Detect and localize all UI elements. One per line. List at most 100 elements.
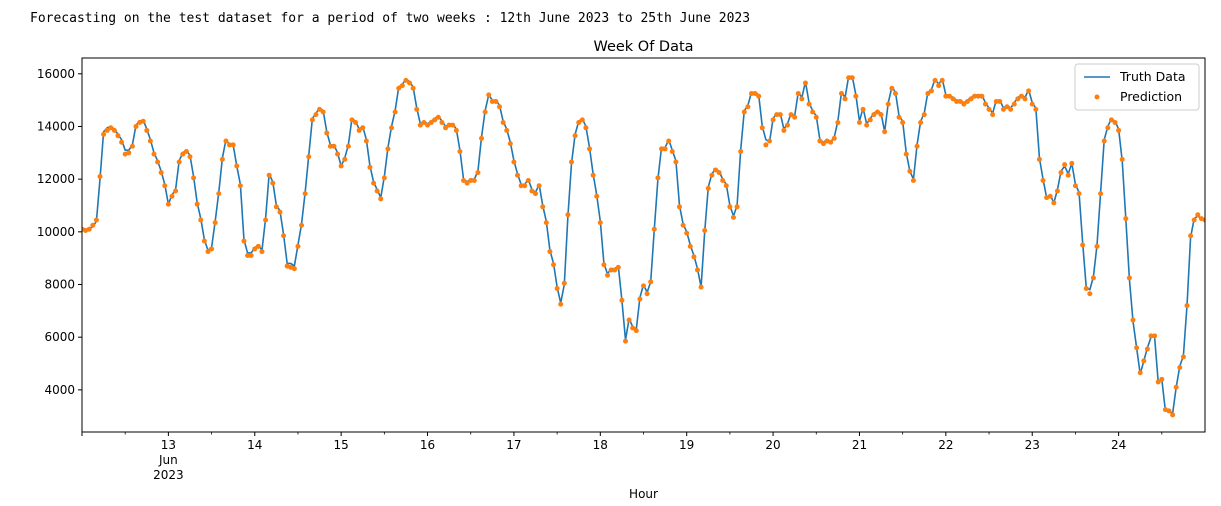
prediction-point [1029,101,1035,107]
prediction-point [676,204,682,210]
legend-box [1074,63,1200,111]
prediction-point [489,98,495,104]
prediction-point [723,183,729,189]
prediction-point [371,180,377,186]
prediction-point [712,167,718,173]
prediction-point [439,120,445,126]
prediction-point [896,114,902,120]
prediction-point [158,170,164,176]
prediction-point [1040,177,1046,183]
prediction-point [194,201,200,207]
prediction-point [745,104,751,110]
prediction-point [349,117,355,123]
prediction-point [270,180,276,186]
prediction-point [990,112,996,118]
prediction-point [209,246,215,252]
prediction-point [968,96,974,102]
prediction-point [781,127,787,133]
prediction-point [381,175,387,181]
prediction-point [133,123,139,129]
prediction-point [248,253,254,259]
prediction-point [565,212,571,218]
prediction-point [219,156,225,162]
prediction-point [475,170,481,176]
x-tick-label: 15 [334,438,349,452]
prediction-point [1054,188,1060,194]
prediction-point [594,193,600,199]
prediction-point [1170,412,1176,418]
prediction-point [576,120,582,126]
prediction-point [453,127,459,133]
prediction-point [324,130,330,136]
prediction-point [1137,370,1143,376]
prediction-point [799,96,805,102]
prediction-point [450,122,456,128]
prediction-point [216,191,222,197]
prediction-point [497,104,503,110]
prediction-point [227,142,233,148]
prediction-point [885,101,891,107]
prediction-point [425,122,431,128]
prediction-point [964,98,970,104]
prediction-point [972,93,978,99]
prediction-point [518,183,524,189]
prediction-point [612,267,618,273]
prediction-point [389,125,395,131]
legend-entry-prediction: Prediction [1120,89,1182,104]
prediction-point [119,139,125,145]
prediction-point [813,114,819,120]
prediction-point [1072,183,1078,189]
prediction-point [914,143,920,149]
prediction-point [651,226,657,232]
prediction-point [705,185,711,191]
prediction-point [979,93,985,99]
prediction-point [583,125,589,131]
prediction-point [1119,156,1125,162]
prediction-point [835,120,841,126]
prediction-point [353,120,359,126]
prediction-point [198,217,204,223]
prediction-point [1094,243,1100,249]
prediction-point [626,317,632,323]
prediction-point [1090,275,1096,281]
prediction-point [468,177,474,183]
prediction-point [252,246,258,252]
prediction-point [86,226,92,232]
prediction-point [709,172,715,178]
prediction-point [230,142,236,148]
prediction-point [921,112,927,118]
prediction-point [810,109,816,115]
prediction-point [471,177,477,183]
prediction-point [702,228,708,234]
prediction-point [1195,212,1201,218]
prediction-point [1152,333,1158,339]
prediction-point [623,338,628,344]
prediction-point [299,222,305,228]
prediction-point [540,204,546,210]
prediction-point [838,91,844,97]
prediction-point [817,138,823,144]
prediction-point [191,175,197,181]
prediction-point [831,135,837,141]
prediction-point [176,159,182,165]
prediction-point [281,233,287,239]
legend: Truth Data Prediction [1074,63,1200,111]
prediction-point [331,143,337,149]
prediction-point [360,125,366,131]
prediction-point [659,146,664,152]
prediction-point [162,183,168,189]
prediction-point [273,204,279,210]
prediction-point [295,243,301,249]
prediction-point [392,109,398,115]
prediction-point [464,180,470,186]
x-tick-label: 18 [593,438,608,452]
prediction-point [533,191,539,197]
prediction-point [820,141,826,147]
prediction-point [828,139,834,145]
prediction-point [1076,191,1082,197]
prediction-point [579,117,585,123]
prediction-point [237,183,243,189]
prediction-point [587,146,593,152]
prediction-point [486,92,492,98]
